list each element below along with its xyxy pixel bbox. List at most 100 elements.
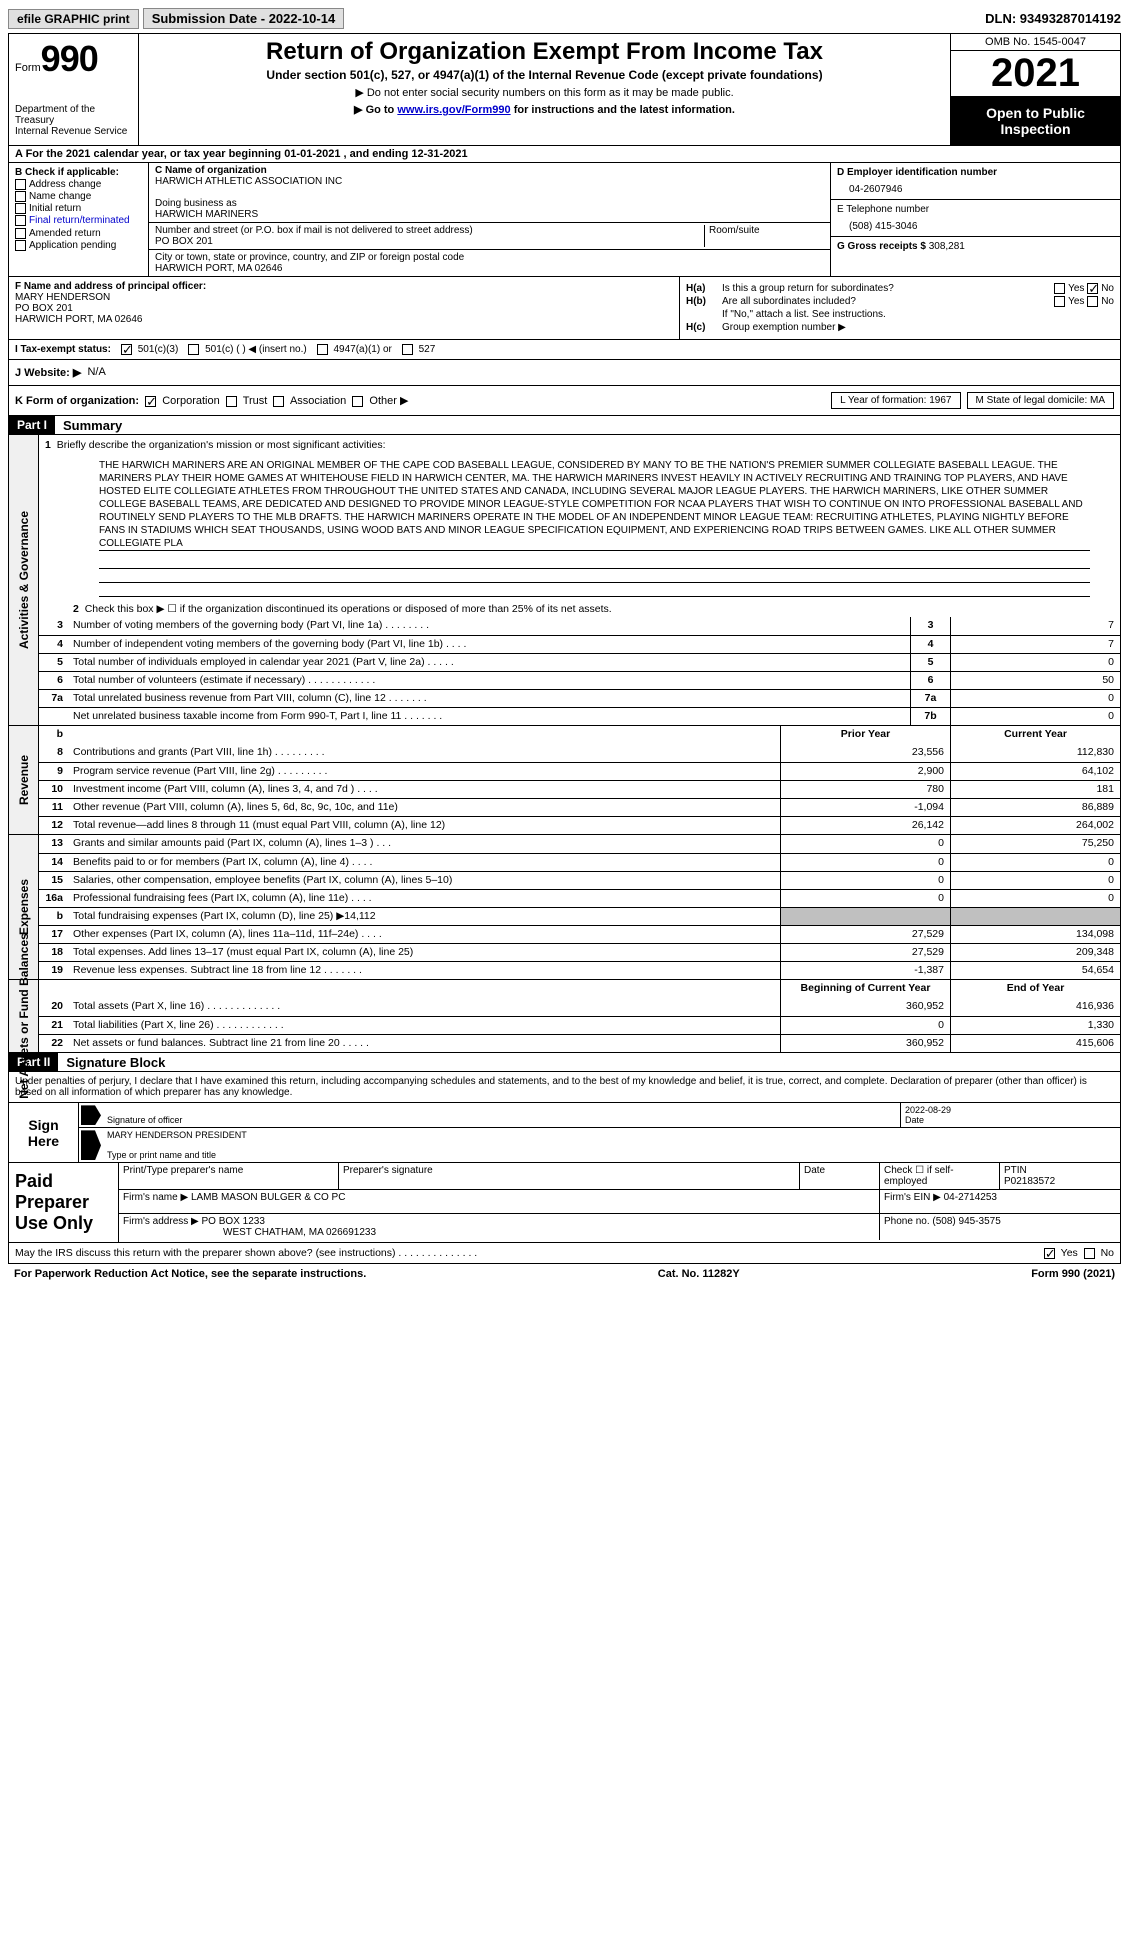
prep-sig-label: Preparer's signature xyxy=(339,1163,800,1189)
irs-link[interactable]: www.irs.gov/Form990 xyxy=(397,104,510,116)
form-container: Form990 Department of the Treasury Inter… xyxy=(8,33,1121,1264)
name-title-label: Type or print name and title xyxy=(107,1150,1116,1160)
header-left: Form990 Department of the Treasury Inter… xyxy=(9,34,139,145)
tax-exempt-label: I Tax-exempt status: xyxy=(15,344,111,355)
sig-officer-label: Signature of officer xyxy=(107,1115,896,1125)
firm-ein: 04-2714253 xyxy=(944,1192,997,1203)
cb-association[interactable] xyxy=(273,396,284,407)
hc-label: H(c) xyxy=(686,322,722,333)
hb-text: Are all subordinates included? xyxy=(722,296,1004,307)
form-header: Form990 Department of the Treasury Inter… xyxy=(9,34,1120,146)
cb-trust[interactable] xyxy=(226,396,237,407)
cb-application-pending[interactable]: Application pending xyxy=(15,240,142,251)
gross-receipts-label: G Gross receipts $ xyxy=(837,241,926,252)
expenses-section: Expenses 13Grants and similar amounts pa… xyxy=(9,834,1120,979)
open-to-public: Open to Public Inspection xyxy=(951,97,1120,145)
cb-name-change[interactable]: Name change xyxy=(15,191,142,202)
expense-line: bTotal fundraising expenses (Part IX, co… xyxy=(39,907,1120,925)
arrow-icon xyxy=(81,1130,101,1160)
ptin-label: PTIN xyxy=(1004,1165,1027,1176)
end-year-header: End of Year xyxy=(950,980,1120,998)
part-ii-header: Part II Signature Block xyxy=(9,1052,1120,1071)
cb-initial-return[interactable]: Initial return xyxy=(15,203,142,214)
section-h: H(a)Is this a group return for subordina… xyxy=(680,277,1120,339)
form-goto: ▶ Go to www.irs.gov/Form990 for instruct… xyxy=(149,103,940,116)
mission-text: THE HARWICH MARINERS ARE AN ORIGINAL MEM… xyxy=(39,455,1120,555)
part-ii-title: Signature Block xyxy=(58,1055,165,1070)
sig-date-label: Date xyxy=(905,1115,924,1125)
dept-treasury: Department of the Treasury Internal Reve… xyxy=(15,104,132,137)
discuss-row: May the IRS discuss this return with the… xyxy=(9,1242,1120,1263)
tax-year: 2021 xyxy=(951,51,1120,97)
revenue-line: 10Investment income (Part VIII, column (… xyxy=(39,780,1120,798)
ein: 04-2607946 xyxy=(837,178,1114,195)
line-1-text: Briefly describe the organization's miss… xyxy=(57,439,386,451)
officer-addr1: PO BOX 201 xyxy=(15,303,73,314)
phone-label: E Telephone number xyxy=(837,204,929,215)
room-suite-label: Room/suite xyxy=(704,225,824,247)
expense-line: 14Benefits paid to or for members (Part … xyxy=(39,853,1120,871)
gross-receipts: 308,281 xyxy=(929,241,965,252)
expense-line: 16aProfessional fundraising fees (Part I… xyxy=(39,889,1120,907)
vtab-governance: Activities & Governance xyxy=(9,435,39,725)
gov-line: 7aTotal unrelated business revenue from … xyxy=(39,689,1120,707)
net-assets-section: Net Assets or Fund Balances Beginning of… xyxy=(9,979,1120,1052)
ein-label: D Employer identification number xyxy=(837,167,997,178)
paid-preparer-label: Paid Preparer Use Only xyxy=(9,1163,119,1242)
sig-date: 2022-08-29 xyxy=(905,1105,951,1115)
form-org-label: K Form of organization: xyxy=(15,395,139,407)
cb-address-change[interactable]: Address change xyxy=(15,179,142,190)
net-line: 21Total liabilities (Part X, line 26) . … xyxy=(39,1016,1120,1034)
ha-yes[interactable] xyxy=(1054,283,1065,294)
gov-line: 6Total number of volunteers (estimate if… xyxy=(39,671,1120,689)
ha-no[interactable] xyxy=(1087,283,1098,294)
cb-4947[interactable] xyxy=(317,344,328,355)
form-subtitle: Under section 501(c), 527, or 4947(a)(1)… xyxy=(149,68,940,82)
form-label: Form xyxy=(15,62,41,74)
firm-addr2: WEST CHATHAM, MA 026691233 xyxy=(123,1227,376,1238)
cb-amended-return[interactable]: Amended return xyxy=(15,228,142,239)
self-employed-label: Check ☐ if self-employed xyxy=(880,1163,1000,1189)
efile-button[interactable]: efile GRAPHIC print xyxy=(8,9,139,29)
cb-corporation[interactable] xyxy=(145,396,156,407)
cb-501c3[interactable] xyxy=(121,344,132,355)
revenue-line: 11Other revenue (Part VIII, column (A), … xyxy=(39,798,1120,816)
paid-preparer-row: Paid Preparer Use Only Print/Type prepar… xyxy=(9,1162,1120,1242)
net-line: 22Net assets or fund balances. Subtract … xyxy=(39,1034,1120,1052)
gov-line: 3Number of voting members of the governi… xyxy=(39,617,1120,635)
hc-text: Group exemption number ▶ xyxy=(722,322,1114,333)
firm-name: LAMB MASON BULGER & CO PC xyxy=(191,1192,345,1203)
org-name: HARWICH ATHLETIC ASSOCIATION INC xyxy=(155,176,342,187)
cb-final-return[interactable]: Final return/terminated xyxy=(15,215,142,226)
street-label: Number and street (or P.O. box if mail i… xyxy=(155,225,473,236)
expense-line: 15Salaries, other compensation, employee… xyxy=(39,871,1120,889)
gov-line: 4Number of independent voting members of… xyxy=(39,635,1120,653)
paperwork-notice: For Paperwork Reduction Act Notice, see … xyxy=(14,1268,366,1280)
submission-date: Submission Date - 2022-10-14 xyxy=(143,8,345,29)
section-b-header: B Check if applicable: xyxy=(15,167,142,178)
current-year-header: Current Year xyxy=(950,726,1120,744)
discuss-yes[interactable] xyxy=(1044,1248,1055,1259)
form-note-ssn: ▶ Do not enter social security numbers o… xyxy=(149,86,940,99)
revenue-line: 12Total revenue—add lines 8 through 11 (… xyxy=(39,816,1120,834)
expense-line: 17Other expenses (Part IX, column (A), l… xyxy=(39,925,1120,943)
section-b: B Check if applicable: Address change Na… xyxy=(9,163,149,276)
firm-addr-label: Firm's address ▶ xyxy=(123,1216,199,1227)
block-fh: F Name and address of principal officer:… xyxy=(9,276,1120,339)
hb-no[interactable] xyxy=(1087,296,1098,307)
cb-527[interactable] xyxy=(402,344,413,355)
prep-phone: (508) 945-3575 xyxy=(932,1216,1000,1227)
prior-year-header: Prior Year xyxy=(780,726,950,744)
part-i-title: Summary xyxy=(55,418,122,433)
line-1-num: 1 xyxy=(45,439,51,451)
prep-phone-label: Phone no. xyxy=(884,1216,930,1227)
revenue-line: 9Program service revenue (Part VIII, lin… xyxy=(39,762,1120,780)
discuss-no[interactable] xyxy=(1084,1248,1095,1259)
cb-other[interactable] xyxy=(352,396,363,407)
cat-number: Cat. No. 11282Y xyxy=(658,1268,740,1280)
ha-text: Is this a group return for subordinates? xyxy=(722,283,1004,294)
form-version: Form 990 (2021) xyxy=(1031,1268,1115,1280)
header-right: OMB No. 1545-0047 2021 Open to Public In… xyxy=(950,34,1120,145)
cb-501c[interactable] xyxy=(188,344,199,355)
hb-yes[interactable] xyxy=(1054,296,1065,307)
